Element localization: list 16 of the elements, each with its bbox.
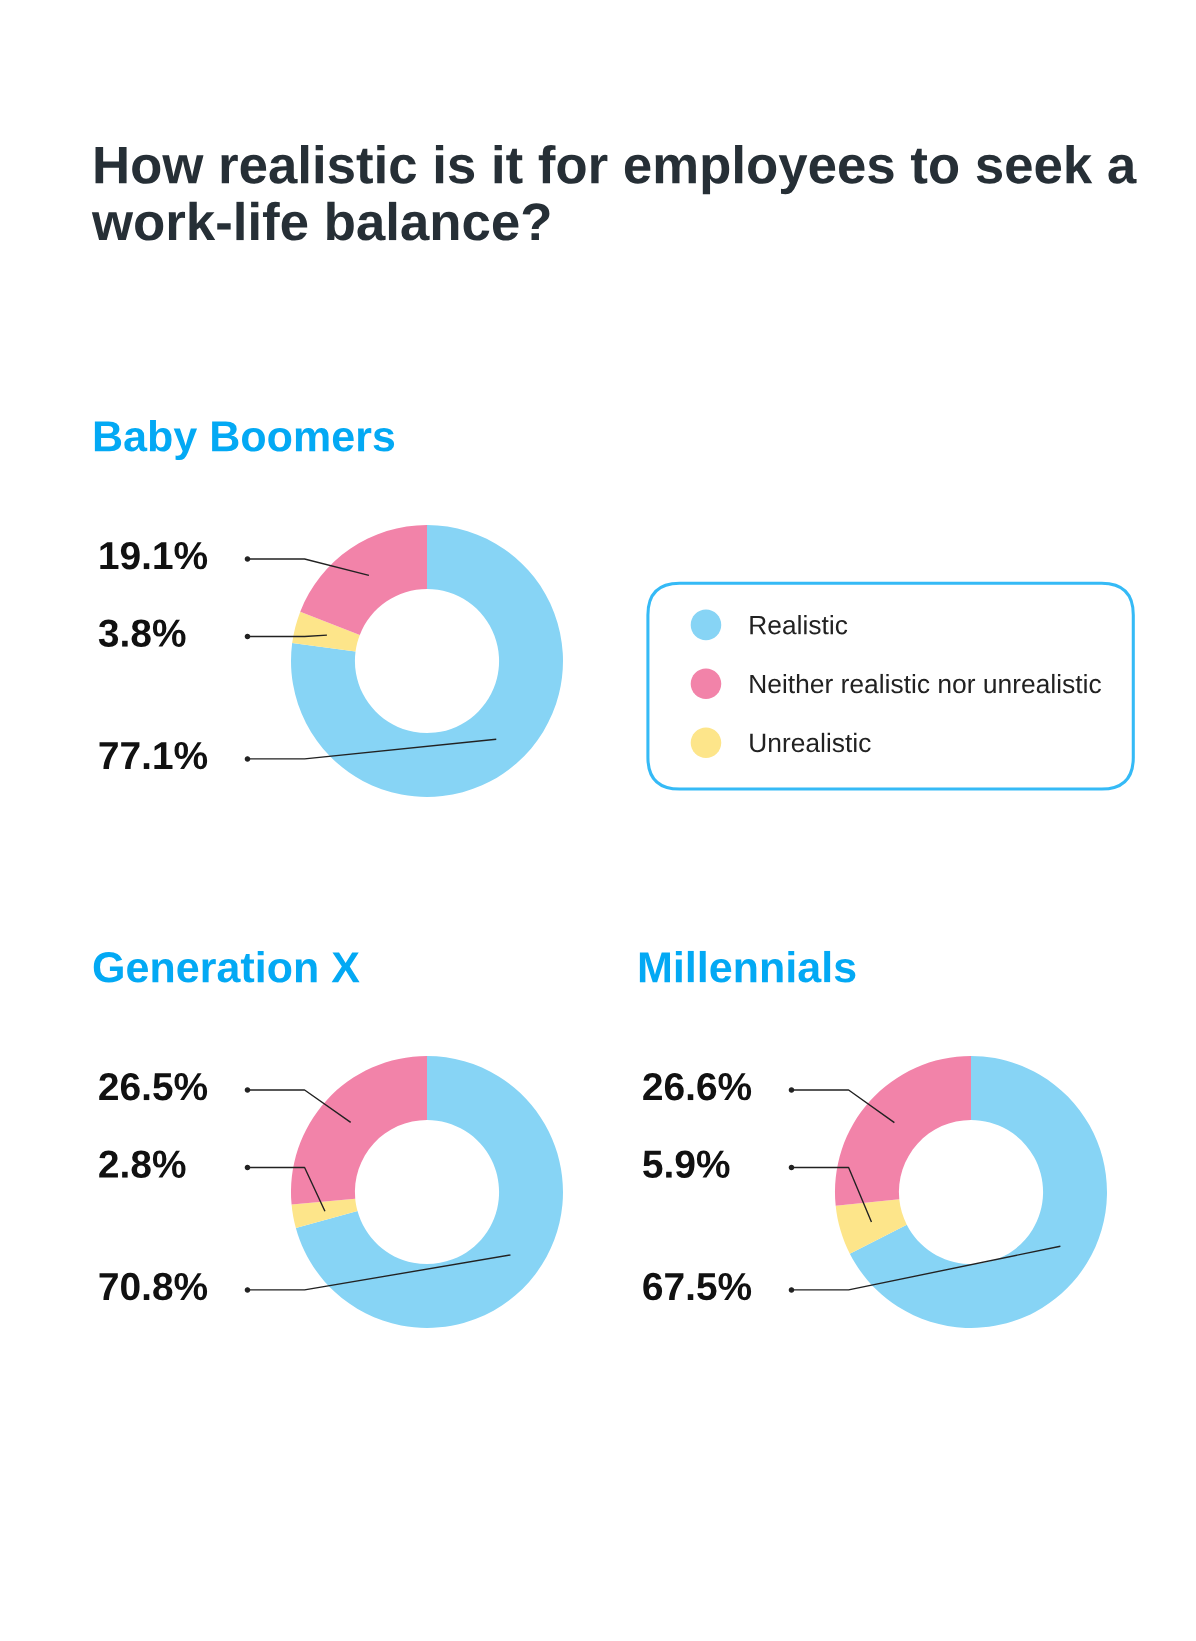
data-label: 77.1% <box>99 741 208 770</box>
data-label: 3.8% <box>98 619 186 648</box>
data-label: 26.5% <box>99 1072 208 1101</box>
chart-subtitle: Baby Boomers <box>94 419 395 461</box>
chart-title: Millennials <box>639 950 856 983</box>
data-label: 2.8% <box>99 1150 186 1178</box>
data-label: 26.6% <box>643 1072 752 1101</box>
data-label: 67.5% <box>643 1272 752 1301</box>
legend-label: Realistic <box>750 615 848 635</box>
legend-label: Unrealistic <box>750 732 871 753</box>
data-label: 70.8% <box>99 1272 208 1301</box>
legend-label: Neither realistic nor unrealistic <box>750 673 1101 694</box>
data-label: 5.9% <box>643 1150 730 1178</box>
data-label: 19.1% <box>100 541 208 570</box>
chart-title: How realistic is it for employees to seek a work-life balance? <box>91 145 1137 241</box>
chart-title: Generation X <box>93 950 360 983</box>
